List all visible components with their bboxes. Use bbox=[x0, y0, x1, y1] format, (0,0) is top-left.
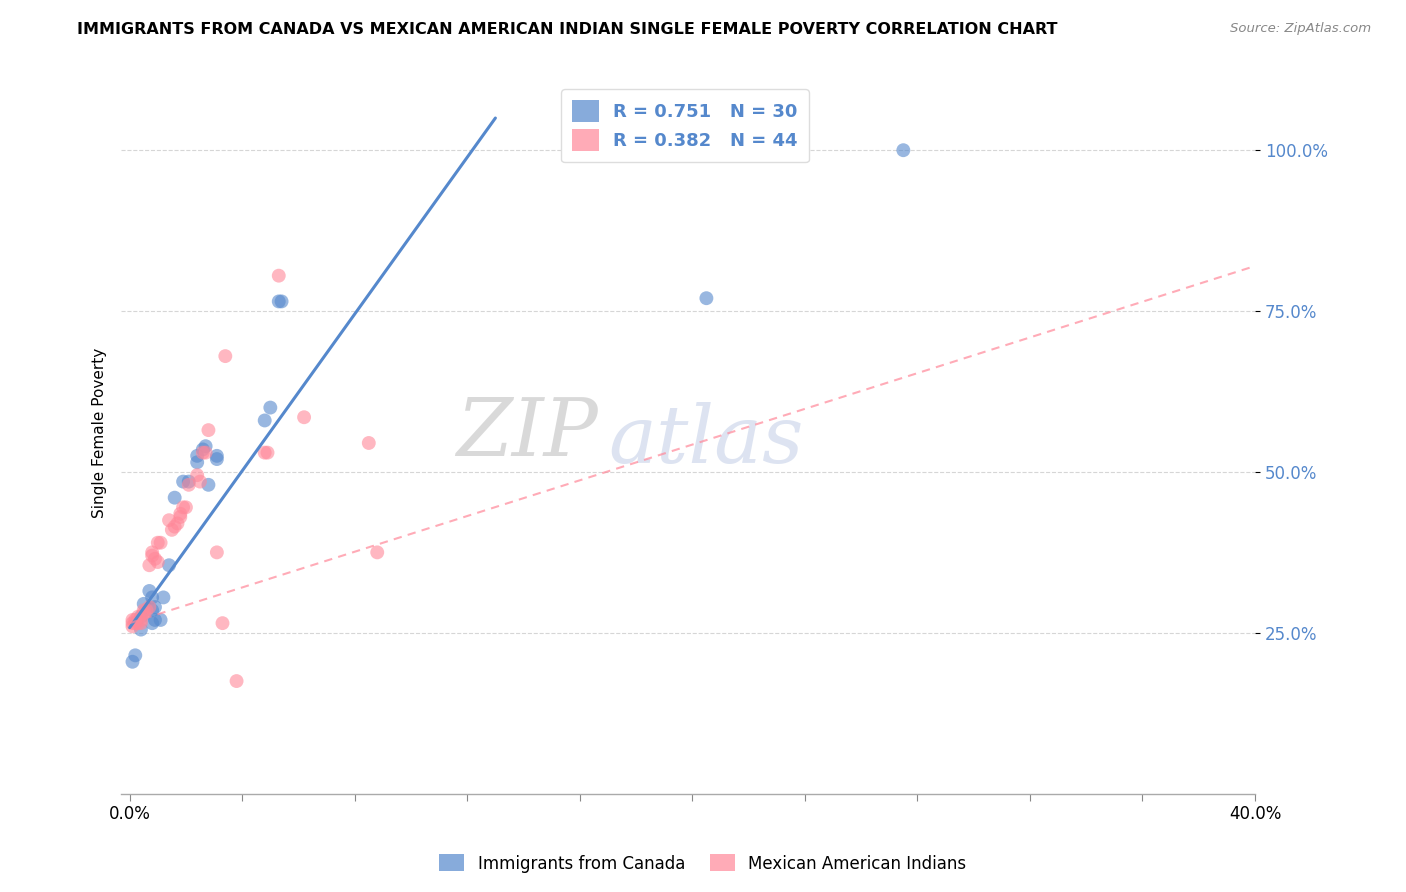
Point bbox=[163, 519, 186, 533]
Point bbox=[135, 603, 157, 617]
Point bbox=[141, 603, 163, 617]
Point bbox=[141, 549, 163, 563]
Point bbox=[157, 513, 180, 527]
Point bbox=[129, 616, 152, 631]
Point bbox=[270, 294, 292, 309]
Point bbox=[127, 616, 149, 631]
Point bbox=[172, 475, 194, 489]
Point bbox=[141, 591, 163, 605]
Point bbox=[152, 591, 174, 605]
Point bbox=[194, 445, 217, 459]
Point bbox=[124, 648, 146, 663]
Point bbox=[132, 607, 155, 621]
Point bbox=[225, 674, 247, 689]
Point bbox=[205, 452, 228, 467]
Point bbox=[141, 616, 163, 631]
Text: IMMIGRANTS FROM CANADA VS MEXICAN AMERICAN INDIAN SINGLE FEMALE POVERTY CORRELAT: IMMIGRANTS FROM CANADA VS MEXICAN AMERIC… bbox=[77, 22, 1057, 37]
Point bbox=[174, 500, 197, 515]
Point bbox=[292, 410, 315, 425]
Point bbox=[357, 436, 380, 450]
Point bbox=[366, 545, 388, 559]
Legend: Immigrants from Canada, Mexican American Indians: Immigrants from Canada, Mexican American… bbox=[433, 847, 973, 880]
Point bbox=[205, 545, 228, 559]
Point bbox=[121, 613, 143, 627]
Point bbox=[132, 603, 155, 617]
Point bbox=[121, 619, 143, 633]
Point bbox=[138, 600, 160, 615]
Point bbox=[129, 613, 152, 627]
Point bbox=[146, 555, 169, 569]
Point bbox=[191, 442, 214, 457]
Point bbox=[188, 475, 211, 489]
Point bbox=[186, 468, 208, 483]
Point bbox=[132, 597, 155, 611]
Point bbox=[141, 545, 163, 559]
Point bbox=[143, 600, 166, 615]
Legend: R = 0.751   N = 30, R = 0.382   N = 44: R = 0.751 N = 30, R = 0.382 N = 44 bbox=[561, 89, 808, 162]
Point bbox=[256, 445, 278, 459]
Point bbox=[124, 616, 146, 631]
Point bbox=[177, 478, 200, 492]
Point bbox=[149, 613, 172, 627]
Point bbox=[695, 291, 717, 305]
Point bbox=[197, 423, 219, 437]
Point bbox=[186, 455, 208, 469]
Point bbox=[160, 523, 183, 537]
Point bbox=[157, 558, 180, 573]
Point bbox=[166, 516, 188, 531]
Point bbox=[138, 558, 160, 573]
Text: ZIP: ZIP bbox=[456, 394, 598, 472]
Text: atlas: atlas bbox=[609, 401, 804, 479]
Point bbox=[891, 143, 914, 157]
Point bbox=[169, 510, 191, 524]
Point bbox=[197, 478, 219, 492]
Point bbox=[127, 609, 149, 624]
Point bbox=[143, 551, 166, 566]
Point bbox=[253, 413, 276, 427]
Point bbox=[146, 535, 169, 549]
Point bbox=[149, 535, 172, 549]
Point bbox=[191, 445, 214, 459]
Point bbox=[267, 294, 290, 309]
Point bbox=[211, 616, 233, 631]
Point bbox=[121, 616, 143, 631]
Point bbox=[129, 623, 152, 637]
Point bbox=[253, 445, 276, 459]
Point bbox=[129, 609, 152, 624]
Point bbox=[163, 491, 186, 505]
Point bbox=[177, 475, 200, 489]
Point bbox=[259, 401, 281, 415]
Point bbox=[214, 349, 236, 363]
Y-axis label: Single Female Poverty: Single Female Poverty bbox=[93, 348, 107, 518]
Point bbox=[186, 449, 208, 463]
Point bbox=[172, 500, 194, 515]
Point bbox=[169, 507, 191, 521]
Point bbox=[138, 584, 160, 599]
Point bbox=[143, 613, 166, 627]
Point bbox=[194, 439, 217, 453]
Point bbox=[267, 268, 290, 283]
Point bbox=[121, 655, 143, 669]
Point bbox=[124, 613, 146, 627]
Text: Source: ZipAtlas.com: Source: ZipAtlas.com bbox=[1230, 22, 1371, 36]
Point bbox=[205, 449, 228, 463]
